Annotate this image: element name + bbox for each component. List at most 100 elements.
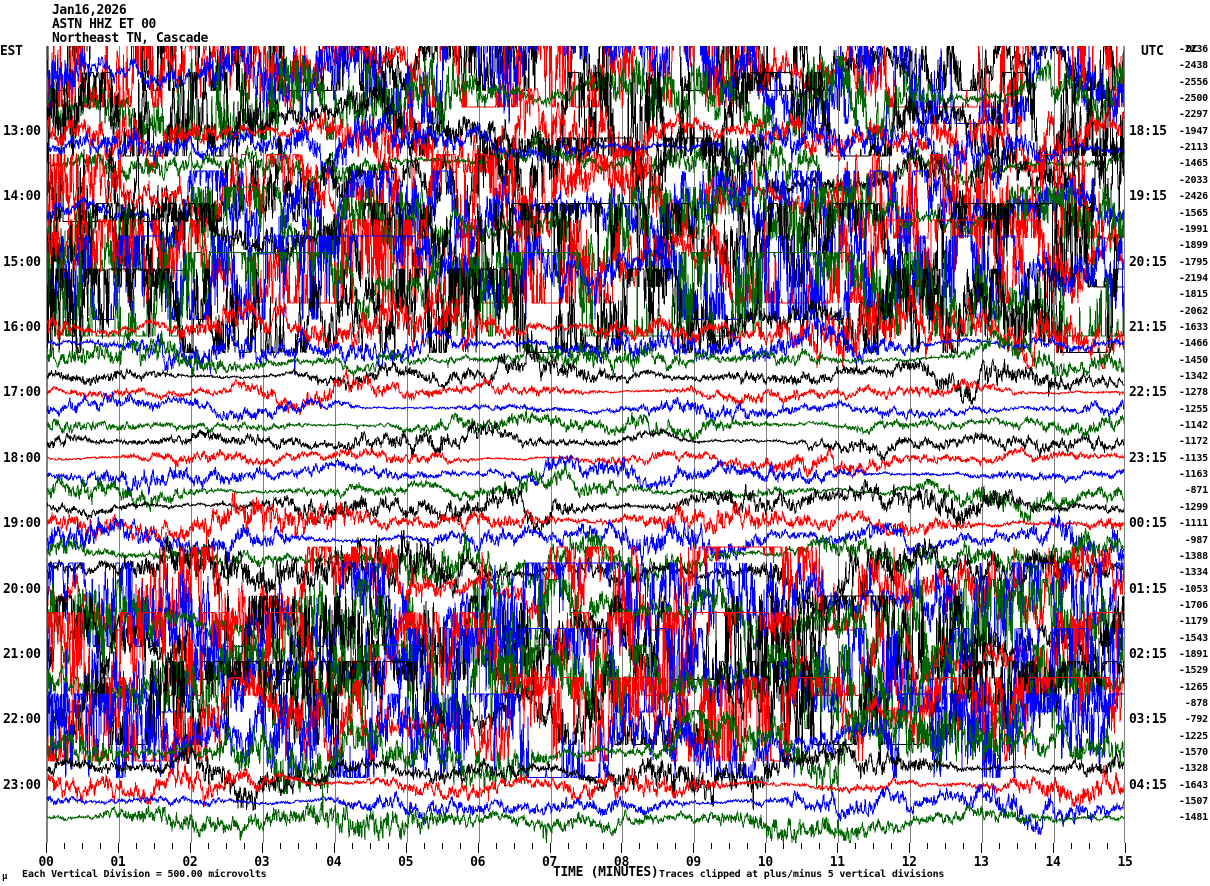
dc-offset-label: -1388	[1178, 550, 1208, 562]
x-tick-major	[1053, 843, 1054, 853]
dc-offset-label: -987	[1184, 534, 1208, 546]
x-tick-minor	[747, 843, 748, 849]
utc-time-label: 23:15	[1129, 450, 1167, 466]
dc-offset-label: -1299	[1178, 501, 1208, 513]
utc-time-label: 21:15	[1129, 319, 1167, 335]
x-tick-minor	[819, 843, 820, 849]
x-tick-minor	[657, 843, 658, 849]
dc-offset-label: -1815	[1178, 289, 1208, 301]
x-tick-major	[190, 843, 191, 853]
x-tick-minor	[568, 843, 569, 849]
x-tick-label: 15	[1117, 855, 1133, 870]
est-time-label: 19:00	[3, 516, 41, 532]
trace-line	[47, 368, 1124, 416]
x-tick-minor	[711, 843, 712, 849]
x-tick-major	[262, 843, 263, 853]
x-tick-minor	[388, 843, 389, 849]
trace-line	[47, 88, 1124, 174]
dc-offset-label: -2438	[1178, 60, 1208, 72]
x-tick-minor	[316, 843, 317, 849]
x-tick-minor	[675, 843, 676, 849]
est-time-label: 20:00	[3, 581, 41, 597]
dc-offset-label: -1706	[1178, 599, 1208, 611]
axis-label-utc: UTC	[1141, 44, 1164, 59]
x-tick-major	[118, 843, 119, 853]
x-tick-minor	[82, 843, 83, 849]
dc-offset-label: -2500	[1178, 93, 1208, 105]
dc-offset-label: -1225	[1178, 730, 1208, 742]
x-tick-major	[765, 843, 766, 853]
est-time-label: 13:00	[3, 123, 41, 139]
x-tick-minor	[873, 843, 874, 849]
seismogram-traces	[47, 46, 1124, 843]
x-tick-label: 11	[829, 855, 845, 870]
x-tick-minor	[64, 843, 65, 849]
x-tick-minor	[927, 843, 928, 849]
trace-line	[47, 305, 1124, 376]
utc-time-label: 18:15	[1129, 123, 1167, 139]
x-tick-minor	[783, 843, 784, 849]
dc-offset-label: -1570	[1178, 747, 1208, 759]
trace-line	[47, 169, 1124, 256]
dc-offset-label: -871	[1184, 485, 1208, 497]
trace-line	[47, 46, 1124, 93]
dc-offset-label: -1142	[1178, 420, 1208, 432]
seismogram-plot[interactable]	[46, 46, 1125, 843]
dc-offset-label: -2062	[1178, 305, 1208, 317]
dc-offset-label: -1172	[1178, 436, 1208, 448]
x-tick-minor	[1071, 843, 1072, 849]
dc-offset-label: -1179	[1178, 616, 1208, 628]
x-tick-minor	[1089, 843, 1090, 849]
dc-offset-label: -1265	[1178, 681, 1208, 693]
dc-offset-label: -1899	[1178, 240, 1208, 252]
x-tick-minor	[460, 843, 461, 849]
x-tick-minor	[280, 843, 281, 849]
dc-offset-label: -1991	[1178, 223, 1208, 235]
trace-line	[47, 391, 1124, 423]
x-tick-label: 03	[254, 855, 270, 870]
header-channel: ASTN HHZ ET 00	[52, 17, 156, 32]
x-axis-ticks	[46, 843, 1126, 853]
trace-line	[47, 709, 1124, 795]
est-time-label: 15:00	[3, 254, 41, 270]
trace-line	[47, 783, 1124, 836]
x-tick-major	[550, 843, 551, 853]
microvolt-symbol: µ	[2, 872, 8, 882]
x-tick-label: 13	[973, 855, 989, 870]
dc-offset-label: -878	[1184, 698, 1208, 709]
x-tick-minor	[639, 843, 640, 849]
trace-line	[47, 527, 1124, 598]
x-tick-minor	[999, 843, 1000, 849]
x-tick-label: 06	[470, 855, 486, 870]
est-time-label: 18:00	[3, 450, 41, 466]
trace-line	[47, 783, 1124, 843]
dc-offset-label: -2556	[1178, 76, 1208, 88]
utc-time-label: 22:15	[1129, 385, 1167, 401]
x-tick-minor	[298, 843, 299, 849]
utc-time-label: 01:15	[1129, 581, 1167, 597]
utc-time-label: 02:15	[1129, 646, 1167, 662]
trace-line	[47, 446, 1124, 479]
x-tick-major	[909, 843, 910, 853]
axis-label-est: EST	[0, 44, 23, 59]
x-tick-minor	[1035, 843, 1036, 849]
trace-line	[47, 692, 1124, 780]
x-tick-major	[478, 843, 479, 853]
dc-offset-label: -1466	[1178, 338, 1208, 350]
est-time-label: 21:00	[3, 646, 41, 662]
dc-offset-label: -2426	[1178, 191, 1208, 203]
clipping-note: Traces clipped at plus/minus 5 vertical …	[659, 869, 945, 880]
trace-line	[47, 454, 1124, 495]
dc-offset-label: -1633	[1178, 321, 1208, 333]
dc-offset-label: -1334	[1178, 567, 1208, 579]
dc-offset-label: -1465	[1178, 158, 1208, 170]
x-tick-major	[837, 843, 838, 853]
dc-offset-label: -1450	[1178, 354, 1208, 366]
x-tick-major	[46, 843, 47, 853]
x-tick-label: 02	[182, 855, 198, 870]
dc-offset-label: -1795	[1178, 256, 1208, 268]
dc-offset-label: -1111	[1178, 518, 1208, 530]
utc-time-label: 04:15	[1129, 777, 1167, 793]
trace-line	[47, 479, 1124, 537]
trace-line	[47, 343, 1124, 405]
